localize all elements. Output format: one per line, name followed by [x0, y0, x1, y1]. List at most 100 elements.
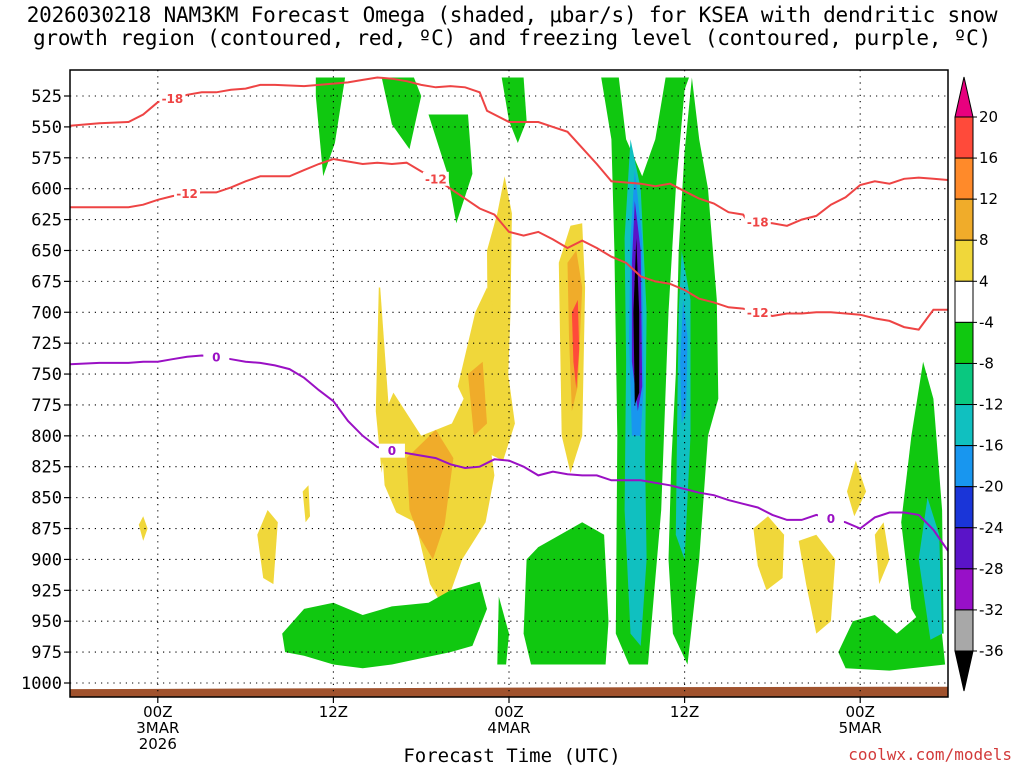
colorbar-swatch-12 [954, 609, 974, 652]
y-tick-label-850: 850 [31, 489, 62, 509]
contour-label-bg-4 [744, 305, 771, 320]
x-tick-label-30-0: 00Z [494, 703, 523, 721]
x-tick-label-6-1: 3MAR [136, 719, 179, 737]
omega-shade-30 [798, 534, 836, 634]
x-tick-label-30-1: 4MAR [487, 719, 530, 737]
omega-shade-8 [406, 429, 454, 560]
y-tick-label-775: 775 [31, 396, 62, 416]
omega-shade-27 [257, 510, 278, 585]
omega-shade-9 [468, 361, 487, 436]
y-tick-label-675: 675 [31, 272, 62, 292]
omega-shade-33 [138, 516, 148, 541]
x-axis-label: Forecast Time (UTC) [403, 745, 621, 767]
colorbar-label-6: -8 [979, 354, 994, 372]
y-tick-label-575: 575 [31, 149, 62, 169]
contour-label-2: -12 [176, 187, 198, 201]
y-tick-label-650: 650 [31, 241, 62, 261]
colorbar-swatch-9 [954, 486, 974, 529]
colorbar-swatch-2 [954, 198, 974, 241]
omega-shade-2 [428, 114, 473, 224]
contour-label-bg-5 [203, 349, 230, 364]
contour-label-bg-7 [817, 511, 844, 526]
y-tick-label-750: 750 [31, 365, 62, 385]
colorbar-swatch-11 [954, 568, 974, 611]
contour-label-bg-1 [744, 215, 771, 230]
contour-label-1: -18 [747, 216, 769, 230]
contour-label-bg-6 [378, 443, 405, 458]
y-tick-label-825: 825 [31, 458, 62, 478]
colorbar-swatch-4 [954, 280, 974, 323]
x-tick-label-42-0: 12Z [670, 703, 699, 721]
contour-label-bg-3 [422, 171, 449, 186]
y-tick-label-725: 725 [31, 334, 62, 354]
omega-shade-7 [375, 287, 389, 473]
terrain-surface [70, 686, 948, 697]
y-tick-label-550: 550 [31, 118, 62, 138]
omega-shade-3 [501, 77, 527, 143]
colorbar-label-2: 12 [979, 190, 998, 208]
omega-shade-20 [680, 299, 688, 424]
x-tick-label-18-0: 12Z [319, 703, 348, 721]
omega-shade-22 [497, 596, 509, 665]
colorbar-label-7: -12 [979, 396, 1004, 414]
colorbar-label-4: 4 [979, 272, 989, 290]
y-tick-label-900: 900 [31, 550, 62, 570]
title-line-2: growth region (contoured, red, ºC) and f… [32, 26, 992, 50]
y-tick-label-925: 925 [31, 581, 62, 601]
omega-shade-12 [571, 299, 580, 389]
y-tick-label-975: 975 [31, 643, 62, 663]
plot-area: -18 -18 -12 -12 -12 0 0 0 [70, 70, 948, 697]
colorbar-swatch-0 [954, 116, 974, 159]
omega-shade-23 [523, 522, 609, 665]
colorbar-swatch-5 [954, 321, 974, 364]
colorbar-swatch-8 [954, 445, 974, 488]
colorbar-label-11: -28 [979, 560, 1004, 578]
y-tick-label-950: 950 [31, 612, 62, 632]
colorbar-label-9: -20 [979, 478, 1004, 496]
contour-line-2 [70, 157, 948, 331]
chart-title: 2026030218 NAM3KM Forecast Omega (shaded… [0, 4, 1024, 50]
contour-label-4: -12 [747, 306, 769, 320]
contour-label-bg-2 [174, 186, 201, 201]
omega-shade-1 [381, 77, 422, 150]
y-tick-label-875: 875 [31, 520, 62, 540]
contour-line-1 [757, 176, 948, 227]
x-tick-label-6-2: 2026 [139, 735, 177, 753]
colorbar-label-3: 8 [979, 231, 989, 249]
x-tick-label-6-0: 00Z [143, 703, 172, 721]
colorbar-swatch-10 [954, 527, 974, 570]
omega-shade-31 [847, 460, 867, 517]
omega-shade-24 [838, 608, 946, 671]
colorbar-label-13: -36 [979, 642, 1004, 660]
title-line-1: 2026030218 NAM3KM Forecast Omega (shaded… [26, 3, 998, 27]
contour-line-0 [70, 76, 752, 227]
omega-shade-21 [282, 581, 487, 669]
y-tick-label-700: 700 [31, 303, 62, 323]
colorbar-label-5: -4 [979, 313, 994, 331]
colorbar-label-0: 20 [979, 108, 998, 126]
source-credit: coolwx.com/models [848, 745, 1012, 764]
contour-label-3: -12 [425, 172, 447, 186]
contour-label-5: 0 [212, 350, 220, 364]
contour-label-0: -18 [162, 92, 184, 106]
omega-shade-18 [633, 238, 640, 405]
contour-label-7: 0 [827, 512, 835, 526]
y-tick-label-600: 600 [31, 180, 62, 200]
colorbar-swatch-3 [954, 239, 974, 282]
omega-shade-28 [302, 485, 310, 523]
colorbar-swatch-7 [954, 404, 974, 447]
colorbar-label-1: 16 [979, 149, 998, 167]
contour-line-3 [70, 354, 948, 552]
x-tick-label-54-0: 00Z [846, 703, 875, 721]
y-tick-label-525: 525 [31, 87, 62, 107]
colorbar-swatch-6 [954, 362, 974, 406]
contour-label-6: 0 [388, 444, 396, 458]
colorbar-top-arrow [954, 76, 974, 118]
y-tick-label-1000: 1000 [21, 674, 62, 694]
colorbar-swatch-1 [954, 157, 974, 200]
y-tick-label-625: 625 [31, 211, 62, 231]
colorbar-label-8: -16 [979, 437, 1004, 455]
omega-shade-32 [874, 522, 890, 585]
colorbar-bottom-arrow [954, 650, 974, 692]
